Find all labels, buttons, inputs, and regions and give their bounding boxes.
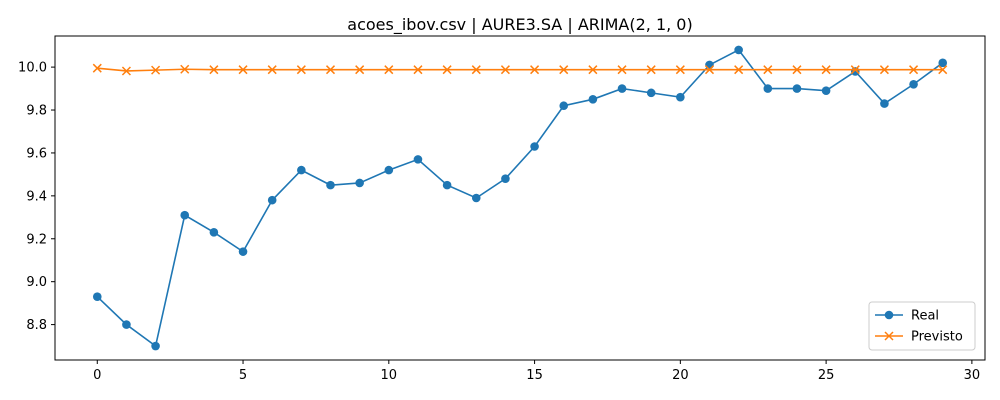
data-point: [821, 65, 831, 75]
data-point: [500, 65, 510, 75]
x-tick-label: 10: [381, 368, 398, 383]
data-point: [501, 174, 510, 183]
x-tick-label: 0: [93, 368, 101, 383]
x-tick-label: 15: [526, 368, 543, 383]
legend-entry: Real: [875, 309, 939, 324]
series-line-previsto: [97, 67, 943, 72]
data-point: [763, 84, 773, 93]
data-point: [617, 84, 627, 93]
x-axis: 0 5 10 15 20 25 30: [93, 360, 980, 383]
data-point: [734, 65, 744, 75]
legend-label: Real: [911, 309, 939, 324]
data-point: [355, 178, 364, 188]
data-point: [617, 65, 627, 75]
data-point: [384, 65, 394, 75]
data-point: [442, 180, 452, 190]
data-point: [209, 65, 219, 75]
data-point: [792, 65, 802, 75]
data-point: [559, 65, 569, 75]
data-point: [355, 65, 365, 75]
data-point: [938, 65, 948, 75]
y-axis: 8.8 9.0 9.2 9.4 9.6 9.8 10.0: [18, 61, 55, 333]
data-point: [296, 65, 306, 75]
y-tick-label: 9.2: [26, 232, 47, 247]
data-point: [92, 292, 102, 302]
x-tick-label: 5: [239, 368, 247, 383]
y-tick-label: 9.6: [26, 146, 47, 161]
data-point: [151, 65, 161, 75]
data-point: [326, 180, 335, 190]
y-tick-label: 10.0: [18, 61, 47, 76]
chart-title: acoes_ibov.csv | AURE3.SA | ARIMA(2, 1, …: [347, 15, 692, 35]
data-point: [471, 65, 481, 75]
data-point: [821, 86, 831, 96]
data-point: [267, 65, 277, 75]
series-previsto: [92, 63, 948, 76]
y-tick-label: 9.4: [26, 189, 47, 204]
data-point: [384, 165, 394, 175]
data-point: [180, 210, 190, 220]
data-point: [850, 65, 860, 75]
data-point: [763, 65, 773, 75]
data-point: [325, 65, 336, 75]
y-tick-label: 9.8: [26, 104, 47, 119]
legend-box: [868, 301, 976, 351]
data-point: [792, 84, 802, 93]
data-point: [471, 193, 481, 203]
data-point: [413, 155, 423, 164]
data-point: [180, 64, 190, 74]
data-point: [559, 101, 569, 111]
x-tick-label: 25: [818, 368, 835, 383]
data-point: [879, 65, 889, 75]
data-point: [92, 63, 102, 73]
legend-marker: [884, 331, 894, 341]
data-point: [530, 65, 540, 75]
plot-frame: [54, 35, 986, 361]
legend-marker: [884, 310, 894, 320]
data-point: [588, 65, 598, 75]
data-point: [267, 195, 277, 205]
legend-label: Previsto: [911, 330, 963, 345]
data-point: [442, 65, 452, 75]
data-point: [588, 94, 598, 104]
data-point: [909, 79, 918, 89]
data-point: [151, 341, 160, 351]
data-point: [646, 88, 656, 98]
series-real: [92, 45, 948, 351]
y-tick-label: 9.0: [26, 275, 47, 290]
x-tick-label: 30: [964, 368, 981, 383]
legend: Real Previsto: [868, 301, 976, 351]
data-point: [880, 99, 889, 108]
series-line-real: [96, 48, 944, 348]
data-point: [938, 58, 948, 68]
data-point: [734, 45, 743, 55]
data-point: [238, 65, 248, 75]
data-point: [209, 228, 219, 237]
data-point: [530, 142, 539, 151]
data-point: [122, 320, 131, 329]
data-point: [646, 65, 656, 75]
data-point: [850, 67, 860, 76]
data-point: [121, 66, 131, 76]
data-point: [297, 165, 306, 175]
data-point: [675, 65, 685, 75]
data-point: [413, 65, 423, 75]
plot-series: [92, 45, 948, 351]
y-tick-label: 8.8: [26, 318, 47, 333]
data-point: [238, 247, 248, 256]
x-tick-label: 20: [672, 368, 689, 383]
legend-entry: Previsto: [875, 330, 963, 345]
data-point: [705, 60, 714, 70]
data-point: [909, 65, 919, 75]
data-point: [676, 92, 685, 102]
data-point: [704, 65, 715, 75]
